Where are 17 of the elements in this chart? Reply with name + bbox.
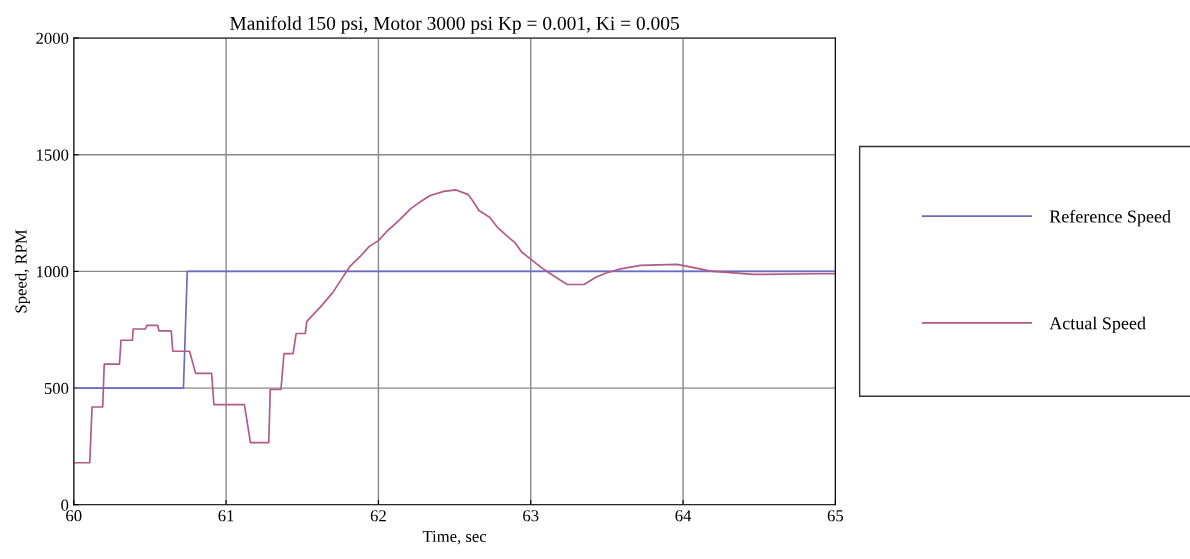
x-tick-label: 64 xyxy=(675,510,692,522)
x-tick-label: 60 xyxy=(66,510,82,522)
y-tick-label: 0 xyxy=(61,499,69,511)
x-tick-label: 61 xyxy=(218,510,234,522)
y-tick-label: 500 xyxy=(44,382,69,395)
text: Actual Speed xyxy=(1049,316,1146,334)
x-tick-label: 63 xyxy=(523,510,539,522)
y-tick-label: 1500 xyxy=(37,149,69,161)
x-axis-title: Time, sec xyxy=(422,530,487,545)
x-tick-label: 62 xyxy=(370,510,386,522)
line-series xyxy=(73,189,836,464)
x-tick-label: 65 xyxy=(827,510,844,522)
chart-title: Manifold 150 psi, Motor 3000 psi Kp = 0.001, Ki = 0.005 xyxy=(230,15,679,34)
text: Reference Speed xyxy=(1049,209,1171,227)
y-tick-label: 1000 xyxy=(37,266,69,278)
y-axis-title: Speed, RPM xyxy=(14,229,31,313)
y-tick-label: 2000 xyxy=(36,32,69,44)
